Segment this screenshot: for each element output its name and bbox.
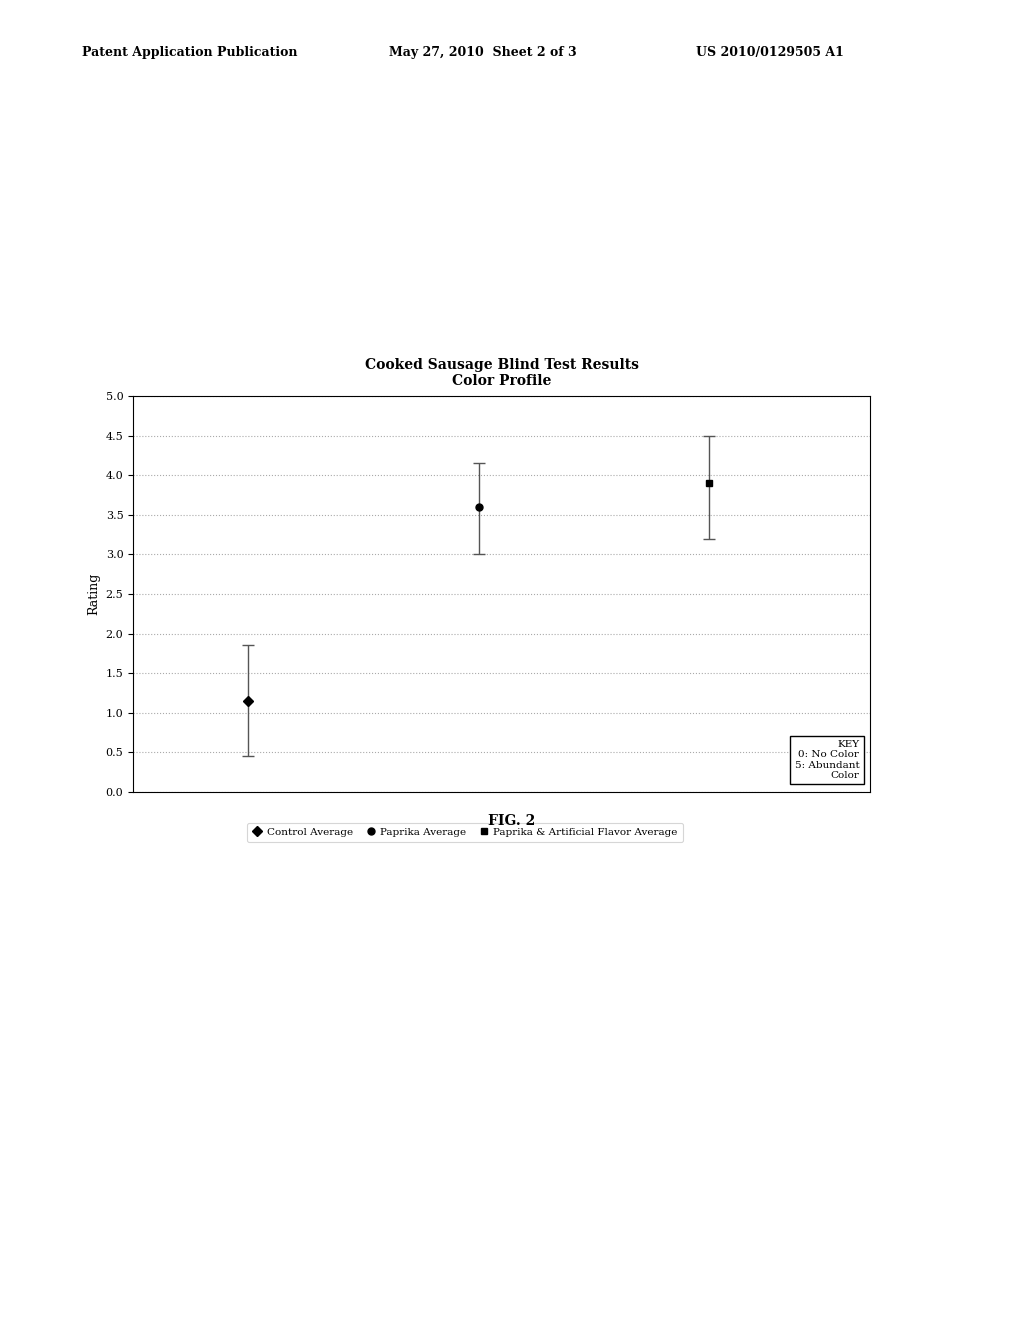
Text: FIG. 2: FIG. 2	[488, 814, 536, 828]
Title: Cooked Sausage Blind Test Results
Color Profile: Cooked Sausage Blind Test Results Color …	[365, 358, 639, 388]
Text: KEY
0: No Color
5: Abundant
Color: KEY 0: No Color 5: Abundant Color	[795, 741, 859, 780]
Text: Patent Application Publication: Patent Application Publication	[82, 46, 297, 59]
Legend: Control Average, Paprika Average, Paprika & Artificial Flavor Average: Control Average, Paprika Average, Paprik…	[247, 822, 683, 842]
Text: US 2010/0129505 A1: US 2010/0129505 A1	[696, 46, 844, 59]
Text: May 27, 2010  Sheet 2 of 3: May 27, 2010 Sheet 2 of 3	[389, 46, 577, 59]
Y-axis label: Rating: Rating	[87, 573, 100, 615]
